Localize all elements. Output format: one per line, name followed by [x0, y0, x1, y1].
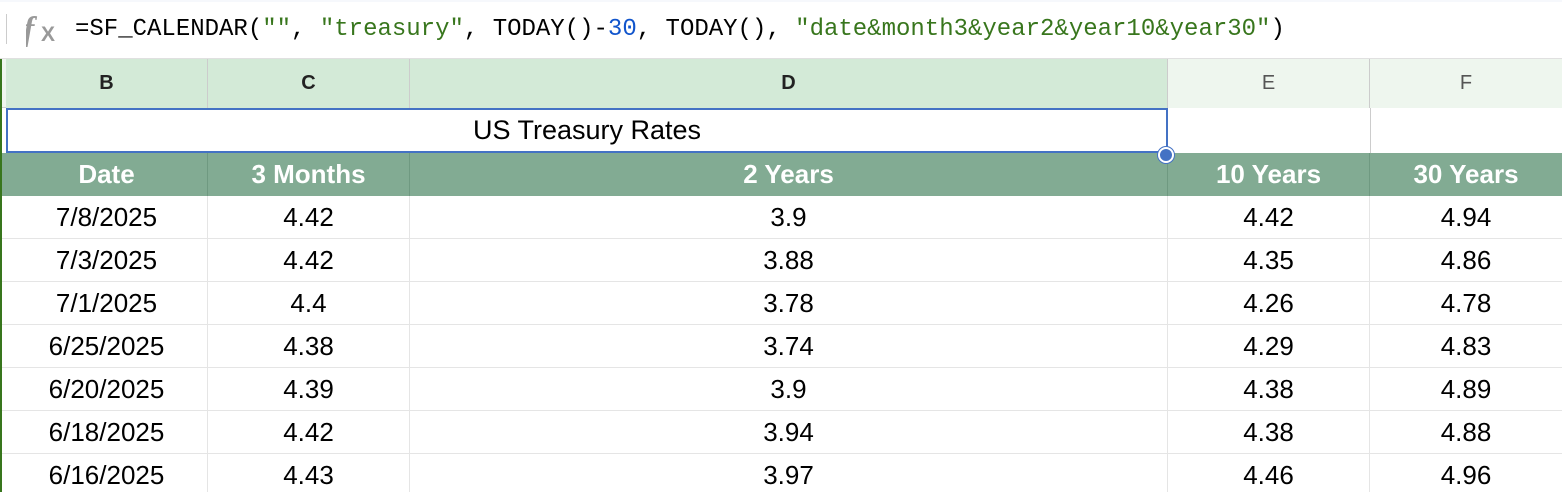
svg-text:f: f [26, 11, 38, 48]
svg-text:X: X [41, 23, 55, 46]
